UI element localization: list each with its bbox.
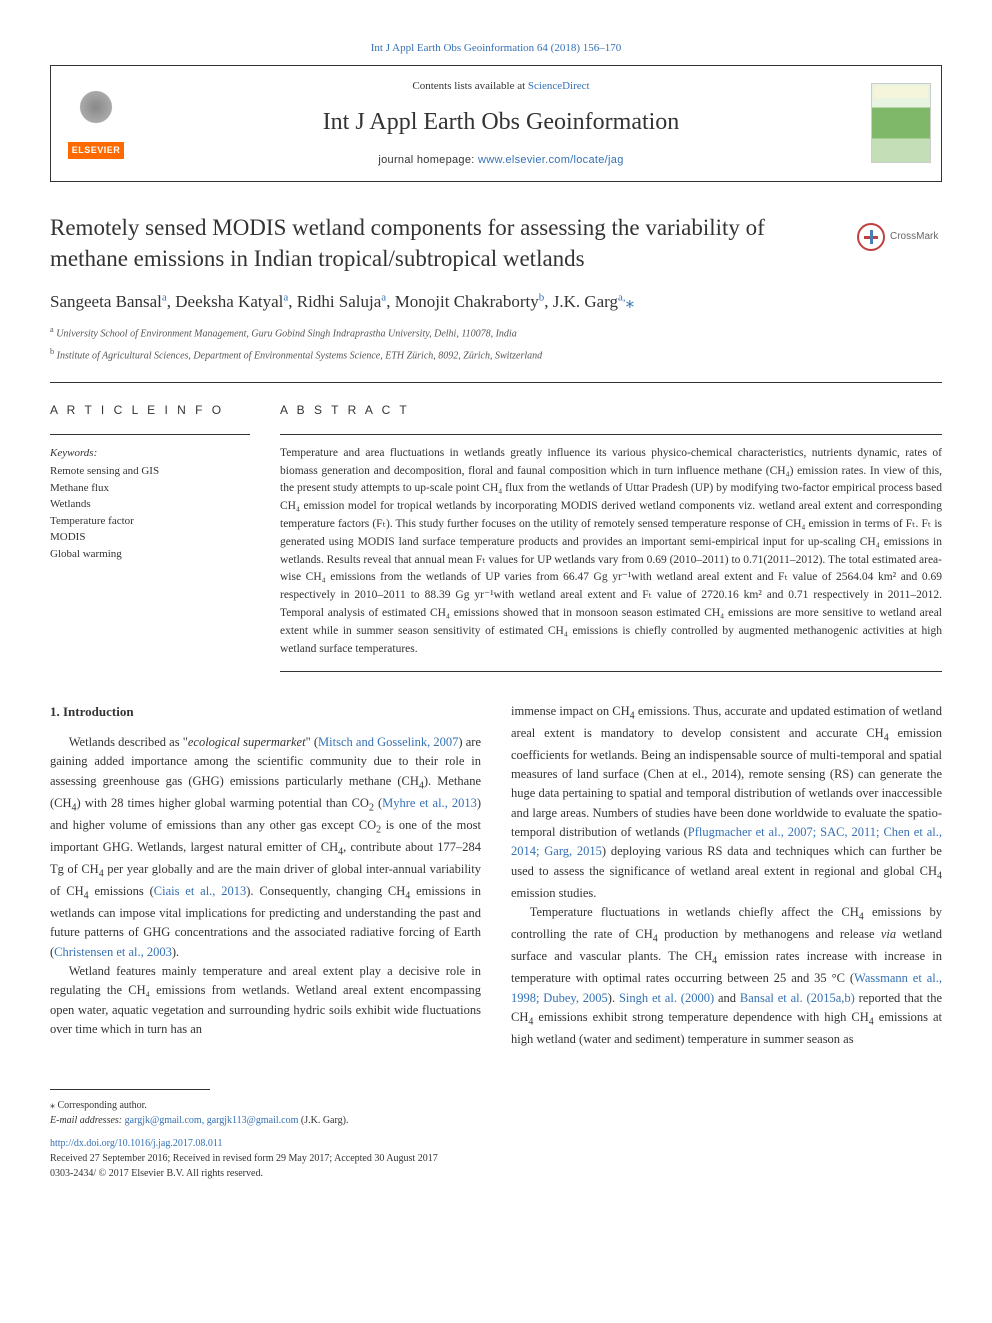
aff-text-b: Institute of Agricultural Sciences, Depa…	[57, 351, 543, 362]
keyword: Methane flux	[50, 480, 250, 497]
email-link[interactable]: gargjk@gmail.com, gargjk113@gmail.com	[125, 1115, 299, 1126]
homepage-line: journal homepage: www.elsevier.com/locat…	[141, 152, 861, 169]
corresponding-mark[interactable]: ⁎	[626, 292, 635, 311]
doi-line: http://dx.doi.org/10.1016/j.jag.2017.08.…	[50, 1136, 942, 1151]
article-info-heading: A R T I C L E I N F O	[50, 401, 250, 419]
aff-text-a: University School of Environment Managem…	[56, 328, 517, 339]
ref-singh[interactable]: Singh et al. (2000)	[619, 991, 714, 1005]
affiliation-b: b Institute of Agricultural Sciences, De…	[50, 346, 942, 363]
keywords-label: Keywords:	[50, 445, 250, 462]
affiliation-a: a University School of Environment Manag…	[50, 324, 942, 341]
email-label: E-mail addresses:	[50, 1115, 122, 1126]
homepage-link[interactable]: www.elsevier.com/locate/jag	[478, 154, 624, 166]
ref-myhre[interactable]: Myhre et al., 2013	[382, 796, 477, 810]
crossmark-label: CrossMark	[890, 229, 938, 244]
authors-line: Sangeeta Bansala, Deeksha Katyala, Ridhi…	[50, 289, 942, 315]
cover-thumbnail	[871, 83, 931, 163]
ref-christensen[interactable]: Christensen et al., 2003	[54, 945, 172, 959]
abstract-text: Temperature and area fluctuations in wet…	[280, 445, 942, 659]
intro-p4: Temperature fluctuations in wetlands chi…	[511, 903, 942, 1049]
intro-p1: Wetlands described as "ecological superm…	[50, 733, 481, 962]
doi-link[interactable]: http://dx.doi.org/10.1016/j.jag.2017.08.…	[50, 1138, 223, 1149]
received-line: Received 27 September 2016; Received in …	[50, 1151, 942, 1166]
abstract-col: A B S T R A C T Temperature and area flu…	[280, 401, 942, 672]
email-line: E-mail addresses: gargjk@gmail.com, garg…	[50, 1113, 942, 1128]
divider	[50, 382, 942, 383]
elsevier-logo: ELSEVIER	[51, 66, 141, 181]
email-name: (J.K. Garg).	[301, 1115, 349, 1126]
ref-bansal[interactable]: Bansal et al. (2015a,b)	[740, 991, 855, 1005]
journal-header: ELSEVIER Contents lists available at Sci…	[50, 65, 942, 182]
abstract-bottom-divider	[280, 671, 942, 672]
info-divider	[50, 434, 250, 435]
authors-names: Sangeeta Bansala, Deeksha Katyala, Ridhi…	[50, 292, 626, 311]
keyword: Global warming	[50, 546, 250, 563]
intro-heading: 1. Introduction	[50, 702, 481, 722]
aff-sup-b: b	[50, 347, 54, 356]
footer: ⁎ Corresponding author. E-mail addresses…	[50, 1098, 942, 1181]
intro-p2: Wetland features mainly temperature and …	[50, 962, 481, 1040]
ref-mitsch[interactable]: Mitsch and Gosselink, 2007	[318, 735, 458, 749]
elsevier-label: ELSEVIER	[68, 142, 125, 160]
abstract-divider	[280, 434, 942, 435]
intro-p3: immense impact on CH4 emissions. Thus, a…	[511, 702, 942, 904]
keyword: Temperature factor	[50, 513, 250, 530]
affiliations: a University School of Environment Manag…	[50, 324, 942, 364]
journal-name: Int J Appl Earth Obs Geoinformation	[141, 104, 861, 140]
citation-link: Int J Appl Earth Obs Geoinformation 64 (…	[50, 40, 942, 57]
crossmark-icon	[857, 223, 885, 251]
journal-cover	[861, 66, 941, 181]
ref-pflug[interactable]: Pflugmacher et al., 2007; SAC, 2011; Che…	[511, 825, 942, 858]
sciencedirect-link[interactable]: ScienceDirect	[528, 80, 590, 92]
aff-sup-a: a	[50, 325, 54, 334]
left-column: 1. Introduction Wetlands described as "e…	[50, 702, 481, 1050]
abstract-heading: A B S T R A C T	[280, 401, 942, 419]
contents-line: Contents lists available at ScienceDirec…	[141, 78, 861, 95]
header-center: Contents lists available at ScienceDirec…	[141, 66, 861, 181]
right-column: immense impact on CH4 emissions. Thus, a…	[511, 702, 942, 1050]
issn-line: 0303-2434/ © 2017 Elsevier B.V. All righ…	[50, 1166, 942, 1181]
citation-anchor[interactable]: Int J Appl Earth Obs Geoinformation 64 (…	[371, 42, 622, 54]
keyword: Remote sensing and GIS	[50, 463, 250, 480]
keyword: Wetlands	[50, 496, 250, 513]
article-title: Remotely sensed MODIS wetland components…	[50, 212, 837, 274]
homepage-prefix: journal homepage:	[378, 154, 478, 166]
contents-prefix: Contents lists available at	[412, 80, 527, 92]
footer-divider	[50, 1089, 210, 1090]
corresponding-note: ⁎ Corresponding author.	[50, 1098, 942, 1113]
elsevier-tree-icon	[71, 87, 121, 137]
ref-wassmann[interactable]: Wassmann et al., 1998; Dubey, 2005	[511, 971, 942, 1004]
keyword: MODIS	[50, 529, 250, 546]
article-info-col: A R T I C L E I N F O Keywords: Remote s…	[50, 401, 250, 672]
ref-ciais[interactable]: Ciais et al., 2013	[154, 884, 247, 898]
crossmark-badge[interactable]: CrossMark	[857, 217, 942, 257]
